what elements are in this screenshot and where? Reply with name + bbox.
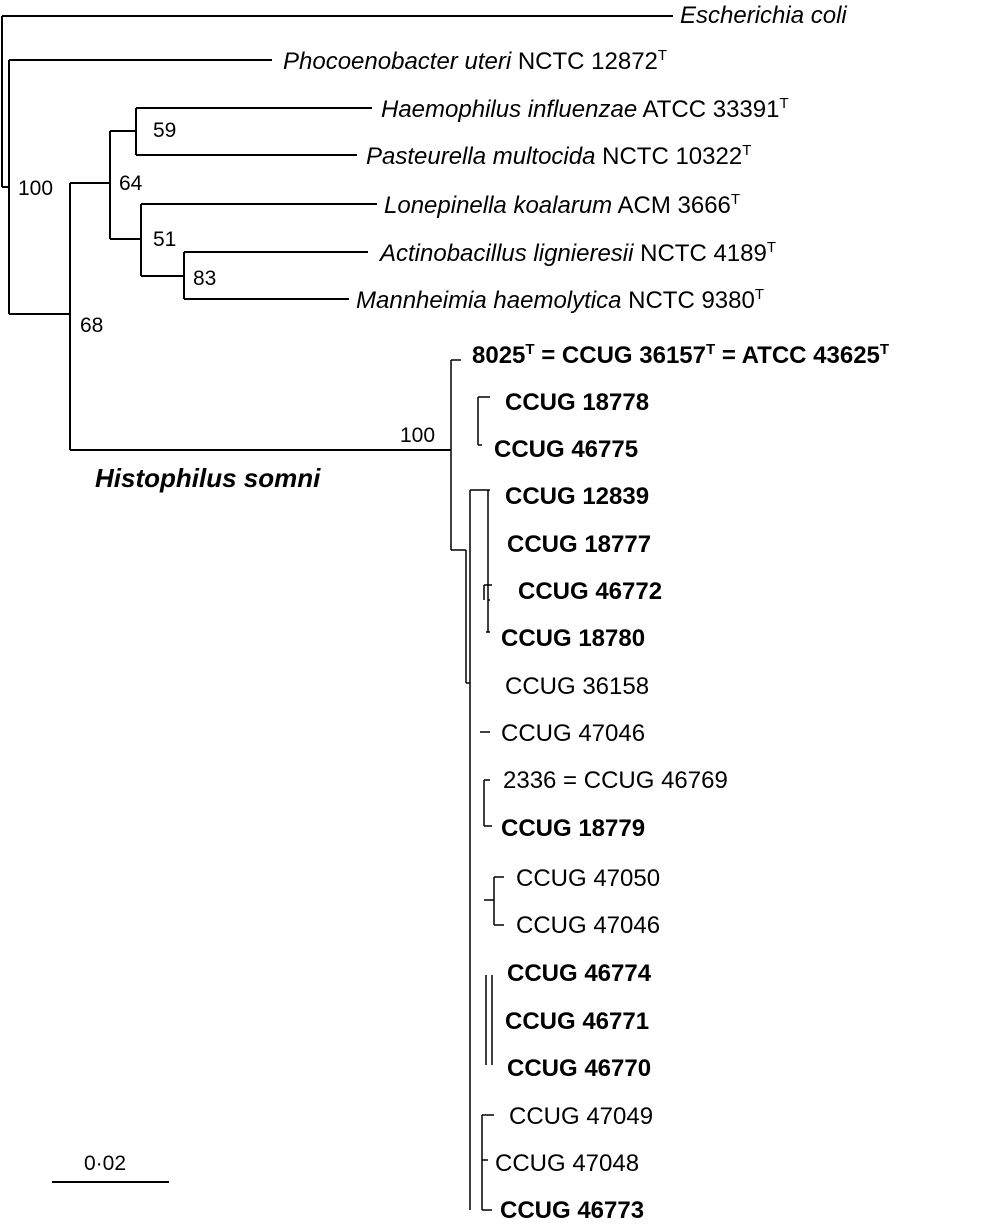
branch-ccug-12839 bbox=[470, 489, 490, 632]
taxon-name: Pasteurella multocida bbox=[366, 143, 596, 170]
type-strain-mark: T bbox=[525, 341, 535, 358]
taxon-label: Escherichia coli bbox=[680, 2, 847, 30]
strain-designation: NCTC 4189 bbox=[633, 240, 767, 267]
taxon-name: Actinobacillus lignieresii bbox=[380, 240, 634, 267]
bootstrap-value: 59 bbox=[153, 119, 177, 142]
strain-designation: ATCC 33391 bbox=[637, 96, 780, 123]
branch-ccug-46774-group bbox=[485, 975, 493, 1065]
strain-label: CCUG 18780 bbox=[501, 625, 646, 652]
branch-ccug-46772 bbox=[483, 584, 492, 601]
bootstrap-value: 68 bbox=[80, 314, 104, 337]
strain-label: CCUG 46771 bbox=[505, 1008, 650, 1035]
strain-id: = ATCC 43625 bbox=[715, 342, 880, 369]
strain-label: CCUG 12839 bbox=[505, 483, 650, 510]
type-strain-mark: T bbox=[657, 47, 668, 64]
strain-designation: NCTC 12872 bbox=[511, 48, 658, 75]
type-strain-mark: T bbox=[766, 239, 777, 256]
taxon-name: Phocoenobacter uteri bbox=[283, 48, 512, 75]
strain-label: CCUG 18778 bbox=[505, 389, 650, 416]
strain-label: CCUG 18777 bbox=[507, 531, 652, 558]
taxon-label: Lonepinella koalarum ACM 3666T bbox=[384, 192, 740, 220]
strain-label: CCUG 46774 bbox=[507, 960, 652, 987]
taxon-label: Actinobacillus lignieresii NCTC 4189T bbox=[380, 240, 776, 268]
strain-label: CCUG 46770 bbox=[507, 1055, 652, 1082]
strain-label: CCUG 47049 bbox=[509, 1103, 654, 1130]
branch-ccug-47049 bbox=[481, 1114, 494, 1211]
type-strain-mark: T bbox=[730, 191, 741, 208]
strain-id: 8025 bbox=[472, 342, 526, 369]
strain-designation: ACM 3666 bbox=[612, 192, 731, 219]
type-strain-label: 8025T = CCUG 36157T = ATCC 43625T bbox=[472, 342, 889, 370]
strain-label: 2336 = CCUG 46769 bbox=[503, 767, 728, 794]
strain-label: CCUG 47046 bbox=[516, 912, 661, 939]
taxon-name: Haemophilus influenzae bbox=[381, 96, 638, 123]
branch-ccug-46769 bbox=[483, 779, 492, 827]
bootstrap-value: 100 bbox=[18, 177, 54, 200]
type-strain-mark: T bbox=[705, 341, 716, 358]
scale-bar-label: 0·02 bbox=[84, 1152, 127, 1175]
strain-label: CCUG 46775 bbox=[494, 436, 639, 463]
strain-label: CCUG 47046 bbox=[501, 720, 646, 747]
branch-ccug-47050-pair bbox=[484, 876, 504, 926]
type-strain-mark: T bbox=[879, 341, 890, 358]
branch-inner-node bbox=[451, 549, 467, 683]
type-strain-mark: T bbox=[754, 286, 765, 303]
taxon-name: Mannheimia haemolytica bbox=[356, 287, 622, 314]
strain-label: CCUG 18779 bbox=[501, 815, 646, 842]
strain-label: CCUG 46773 bbox=[500, 1197, 645, 1224]
strain-designation: NCTC 9380 bbox=[621, 287, 755, 314]
bootstrap-value: 51 bbox=[153, 228, 177, 251]
strain-label: CCUG 47048 bbox=[495, 1150, 640, 1177]
strain-designation: NCTC 10322 bbox=[595, 143, 743, 170]
taxon-name: Lonepinella koalarum bbox=[384, 192, 613, 219]
branch-ccug-18778 bbox=[477, 396, 490, 446]
bootstrap-value: 83 bbox=[193, 267, 217, 290]
taxon-name: Escherichia coli bbox=[680, 2, 847, 29]
branch-inner-subclade bbox=[466, 490, 471, 1210]
type-strain-mark: T bbox=[742, 142, 752, 159]
strain-label: CCUG 46772 bbox=[518, 578, 663, 605]
taxon-label: Mannheimia haemolytica NCTC 9380T bbox=[356, 287, 764, 315]
taxon-label: Haemophilus influenzae ATCC 33391T bbox=[381, 96, 789, 124]
bootstrap-value: 64 bbox=[119, 172, 143, 195]
type-strain-mark: T bbox=[779, 95, 789, 112]
strain-id: = CCUG 36157 bbox=[534, 342, 706, 369]
taxon-label: Phocoenobacter uteri NCTC 12872T bbox=[283, 48, 667, 76]
taxon-label: Pasteurella multocida NCTC 10322T bbox=[366, 143, 751, 171]
bootstrap-value: 100 bbox=[400, 424, 436, 447]
clade-label: Histophilus somni bbox=[95, 463, 321, 493]
strain-label: CCUG 36158 bbox=[505, 673, 650, 700]
strain-label: CCUG 47050 bbox=[516, 865, 661, 892]
